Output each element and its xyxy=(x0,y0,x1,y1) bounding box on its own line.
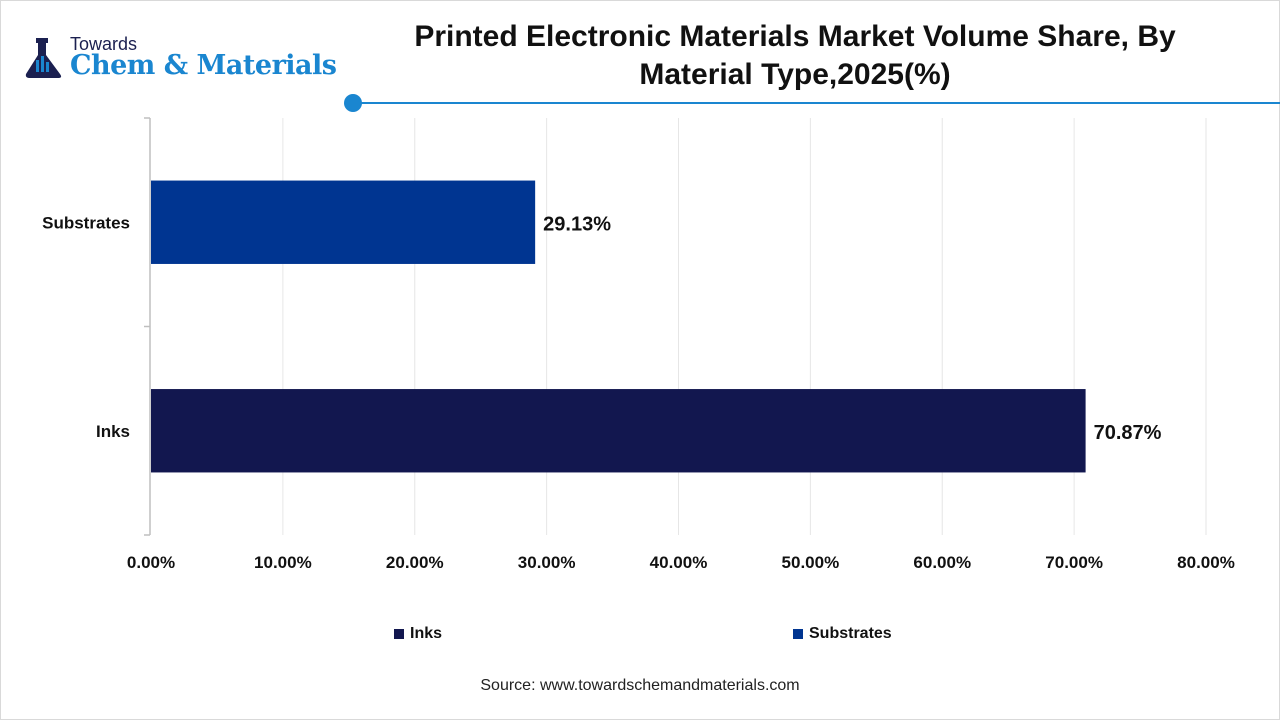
logo-text-main: Chem & Materials xyxy=(70,50,337,81)
x-tick-label: 50.00% xyxy=(782,553,840,572)
x-tick-label: 10.00% xyxy=(254,553,312,572)
chart-title: Printed Electronic Materials Market Volu… xyxy=(414,20,1176,91)
x-tick-label: 40.00% xyxy=(650,553,708,572)
legend-swatch-inks xyxy=(394,629,404,639)
legend-swatch-substrates xyxy=(793,629,803,639)
legend-item-substrates: Substrates xyxy=(793,625,892,643)
x-tick-label: 20.00% xyxy=(386,553,444,572)
bar-substrates xyxy=(151,180,536,264)
y-category-label: Inks xyxy=(96,422,130,441)
title-rule xyxy=(353,102,1280,104)
title-rule-dot xyxy=(344,94,362,112)
x-tick-label: 0.00% xyxy=(127,553,175,572)
x-tick-label: 80.00% xyxy=(1177,553,1235,572)
y-category-label: Substrates xyxy=(42,213,130,232)
legend-label-substrates: Substrates xyxy=(809,625,892,642)
x-tick-label: 30.00% xyxy=(518,553,576,572)
data-label: 29.13% xyxy=(543,213,611,235)
x-tick-label: 60.00% xyxy=(913,553,971,572)
legend-label-inks: Inks xyxy=(410,625,443,642)
flask-icon xyxy=(25,38,62,78)
source-note: Source: www.towardschemandmaterials.com xyxy=(480,677,800,694)
legend-item-inks: Inks xyxy=(394,625,442,643)
logo-text-top: Towards xyxy=(70,34,138,54)
x-tick-label: 70.00% xyxy=(1045,553,1103,572)
data-label: 70.87% xyxy=(1094,422,1162,444)
bar-inks xyxy=(151,389,1086,473)
